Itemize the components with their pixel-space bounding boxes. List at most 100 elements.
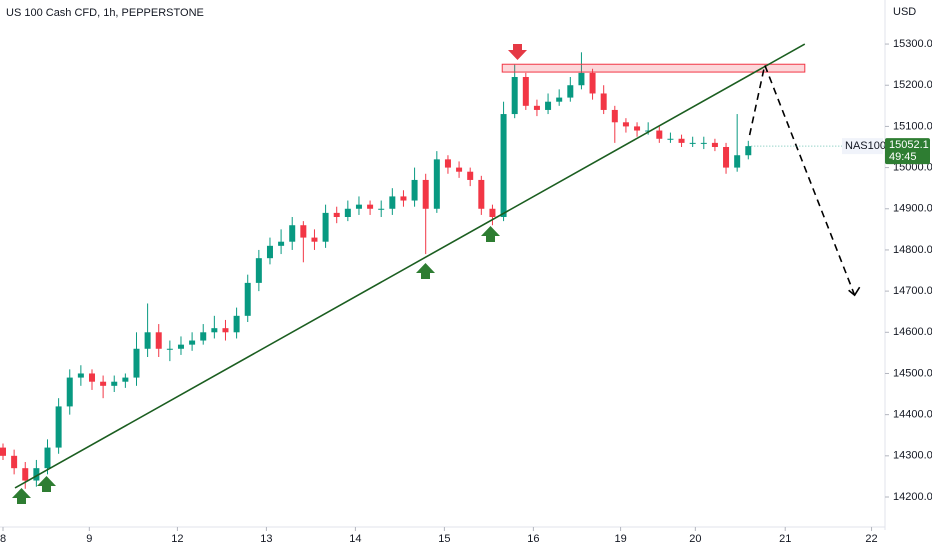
candle-body — [100, 381, 107, 386]
candle-body — [578, 72, 585, 86]
projection-arrowhead — [848, 286, 861, 297]
candle-body — [322, 212, 329, 242]
y-tick-label: 14800.0 — [893, 244, 932, 256]
candle-body — [456, 167, 463, 172]
candle-body — [55, 406, 62, 448]
candle-body — [433, 159, 440, 209]
x-tick-label: 9 — [86, 533, 92, 545]
x-tick-label: 14 — [349, 533, 361, 545]
candle-body — [344, 208, 351, 217]
up-arrow — [416, 263, 435, 279]
candle-body — [734, 155, 741, 168]
candle-body — [711, 142, 718, 147]
candle-body — [0, 447, 6, 456]
down-arrow — [508, 44, 527, 60]
candle-body — [700, 142, 707, 144]
trendline — [14, 43, 806, 489]
candle-body — [545, 101, 552, 110]
y-tick-label: 15200.0 — [893, 79, 932, 91]
candle-body — [177, 344, 184, 349]
symbol-box — [842, 138, 883, 155]
candle-body — [400, 196, 407, 201]
y-tick-label: 14700.0 — [893, 285, 932, 297]
y-tick-label: 14600.0 — [893, 326, 932, 338]
candle-body — [122, 377, 129, 382]
candle-body — [33, 468, 40, 481]
x-tick-label: 12 — [171, 533, 183, 545]
candle-body — [367, 204, 374, 209]
candle-body — [745, 146, 752, 156]
y-tick-label: 15300.0 — [893, 38, 932, 50]
candle-body — [300, 225, 307, 238]
y-tick-label: 14300.0 — [893, 450, 932, 462]
candle-body — [689, 142, 696, 144]
candle-body — [333, 212, 340, 217]
candle-body — [355, 204, 362, 209]
candle-body — [278, 241, 285, 246]
chart-title: US 100 Cash CFD, 1h, PEPPERSTONE — [6, 7, 204, 19]
candle-body — [611, 109, 618, 123]
candle-body — [111, 381, 118, 386]
candle-body — [422, 179, 429, 209]
candle-body — [266, 245, 273, 259]
candle-body — [634, 126, 641, 131]
candle-body — [500, 114, 507, 217]
up-arrow — [37, 476, 56, 492]
symbol-label: NAS100 — [845, 140, 886, 152]
candle-body — [522, 77, 529, 106]
x-tick-label: 8 — [0, 533, 6, 545]
resistance-zone — [501, 63, 806, 73]
x-tick-label: 19 — [614, 533, 626, 545]
y-tick-label: 14400.0 — [893, 409, 932, 421]
y-tick-label: 15100.0 — [893, 120, 932, 132]
candle-body — [678, 138, 685, 143]
plot — [0, 43, 856, 489]
candle-body — [467, 171, 474, 180]
up-arrow — [12, 488, 31, 504]
y-tick-label: 14900.0 — [893, 203, 932, 215]
candle-body — [378, 208, 385, 210]
candle-body — [66, 377, 73, 407]
candle-body — [444, 159, 451, 168]
candle-body — [22, 468, 29, 481]
candle-body — [389, 196, 396, 209]
candle-body — [723, 147, 730, 168]
candle-body — [667, 138, 674, 140]
candle-body — [645, 130, 652, 132]
candle-body — [88, 373, 95, 382]
currency: USD — [893, 6, 916, 18]
candle-body — [622, 122, 629, 127]
candle-body — [656, 130, 663, 139]
candle-body — [511, 77, 518, 115]
candle-body — [489, 208, 496, 217]
x-tick-label: 22 — [865, 533, 877, 545]
y-tick-label: 15000.0 — [893, 161, 932, 173]
x-tick-label: 16 — [527, 533, 539, 545]
candle-body — [233, 315, 240, 333]
x-tick-label: 20 — [689, 533, 701, 545]
y-tick-label: 14500.0 — [893, 367, 932, 379]
candle-body — [11, 455, 18, 469]
last-price-label: 15052.1 — [889, 139, 929, 151]
candle-body — [244, 282, 251, 316]
candle-body — [200, 332, 207, 341]
candle-body — [556, 97, 563, 102]
candle-body — [289, 225, 296, 242]
candle-body — [311, 237, 318, 242]
candle-body — [478, 179, 485, 209]
x-tick-label: 21 — [779, 533, 791, 545]
last-price-box — [885, 138, 930, 165]
candle-body — [600, 93, 607, 110]
signal-arrows — [12, 226, 500, 504]
candle-body — [189, 340, 196, 345]
x-tick-label: 13 — [260, 533, 272, 545]
candle-body — [144, 332, 151, 349]
candle-body — [77, 373, 84, 378]
candle-body — [567, 85, 574, 98]
y-tick-label: 14200.0 — [893, 491, 932, 503]
countdown-label: 49:45 — [889, 151, 917, 163]
candle-body — [166, 348, 173, 350]
candle-body — [44, 447, 51, 469]
